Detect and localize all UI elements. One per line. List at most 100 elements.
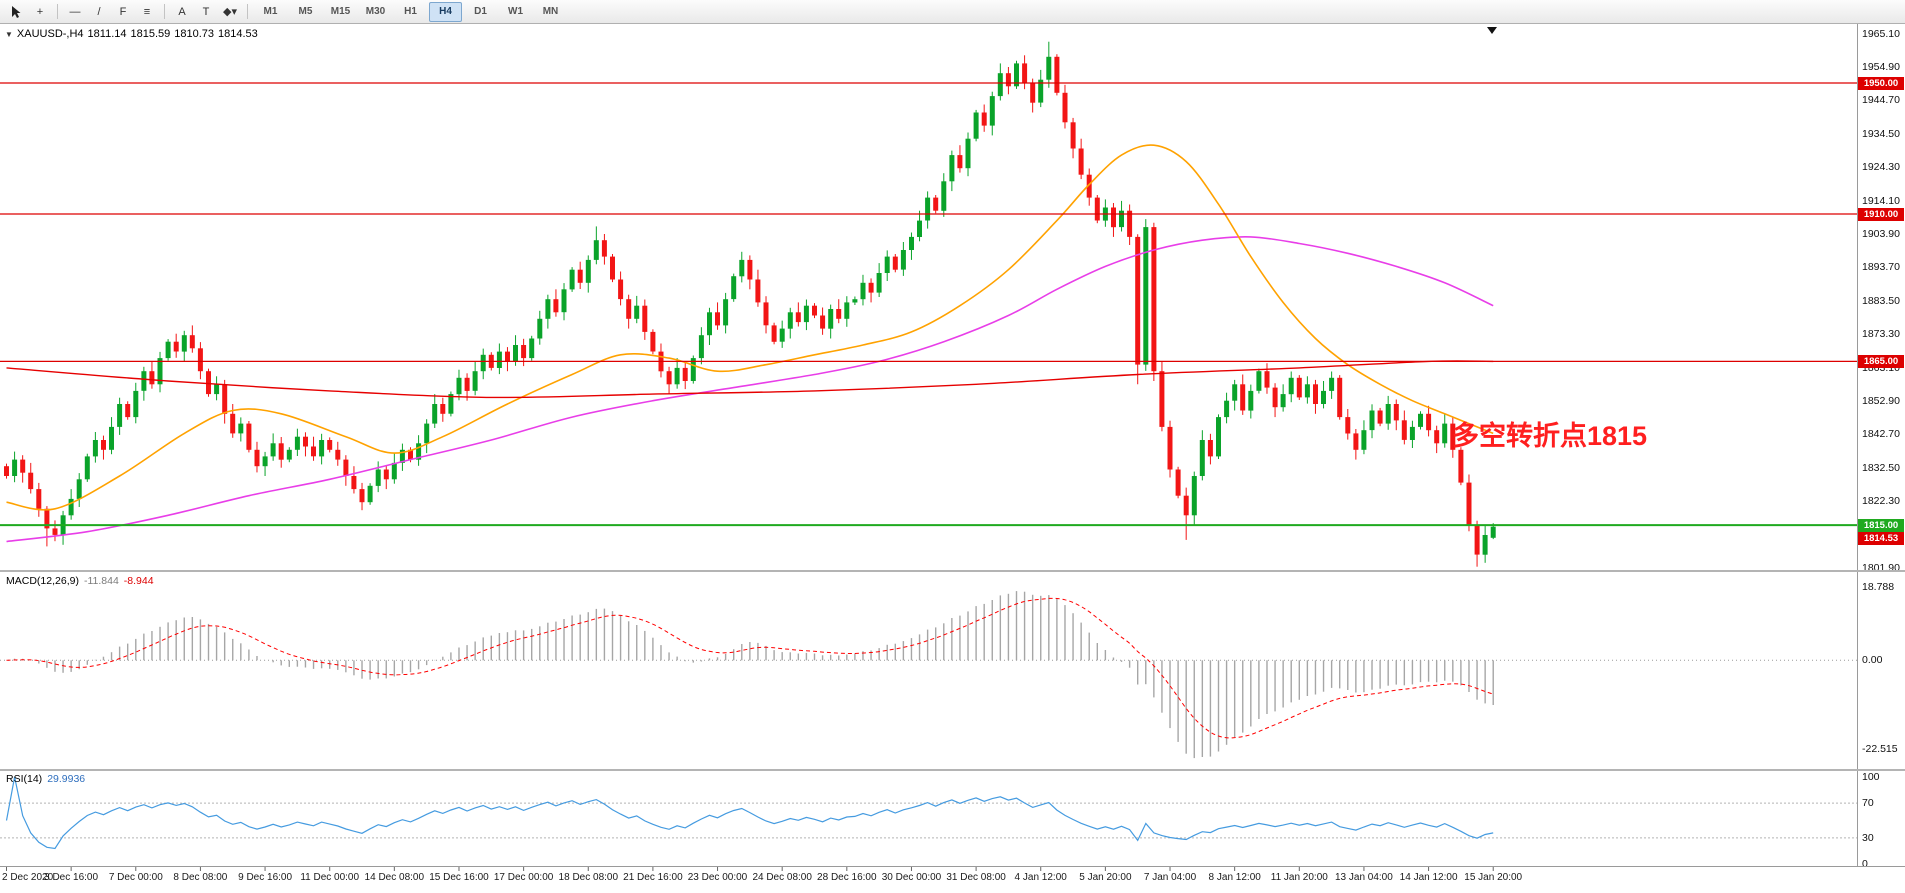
label-tool-button[interactable]: T — [194, 1, 218, 22]
timeframe-buttons-group: M1 M5 M15 M30 H1 H4 D1 W1 MN — [253, 1, 568, 22]
time-axis-label: 14 Jan 12:00 — [1399, 872, 1458, 883]
time-axis-label: 9 Dec 16:00 — [238, 872, 293, 883]
label-icon: T — [202, 5, 210, 18]
crosshair-icon: + — [36, 5, 44, 18]
macd-axis-label: 0.00 — [1862, 654, 1883, 667]
time-axis-label: 21 Dec 16:00 — [623, 872, 683, 883]
shapes-icon: ◆▾ — [223, 6, 237, 18]
ma-mid-line — [6, 236, 1494, 543]
price-axis-label: 1954.90 — [1862, 61, 1900, 73]
chart-annotation-text[interactable]: 多空转折点1815 — [1452, 421, 1648, 451]
timeframe-m5-button[interactable]: M5 — [298, 6, 313, 17]
time-axis-label: 13 Jan 04:00 — [1334, 872, 1393, 883]
time-axis-label: 11 Jan 20:00 — [1270, 872, 1328, 883]
price-axis-label: 1801.90 — [1862, 562, 1900, 574]
ohlc-low: 1810.73 — [174, 28, 215, 40]
price-axis-label: 1822.30 — [1862, 495, 1900, 508]
time-axis-divider — [0, 866, 1905, 867]
price-axis-label: 1883.50 — [1862, 294, 1900, 307]
price-axis-label: 1842.70 — [1862, 428, 1900, 441]
price-tag-1815: 1815.00 — [1858, 518, 1904, 532]
rsi-axis-label: 0 — [1862, 858, 1868, 870]
timeframe-w1-button[interactable]: W1 — [508, 6, 523, 17]
price-axis-label: 1944.70 — [1862, 94, 1900, 107]
rsi-axis-label: 100 — [1862, 771, 1880, 783]
text-tool-button[interactable]: A — [170, 1, 194, 22]
time-axis-label: 23 Dec 00:00 — [687, 872, 748, 883]
time-axis-label: 18 Dec 08:00 — [558, 872, 619, 883]
price-axis-label: 1832.50 — [1862, 461, 1900, 474]
ohlc-open: 1811.14 — [87, 28, 127, 40]
time-axis-label: 3 Dec 16:00 — [44, 872, 99, 883]
price-axis-label: 1903.90 — [1862, 228, 1900, 240]
collapse-icon[interactable]: ▼ — [5, 30, 13, 39]
symbol-period-label: XAUUSD-,H4 — [16, 28, 84, 40]
fibonacci-tool-button[interactable]: F — [111, 1, 135, 22]
trendline-tool-button[interactable]: / — [87, 1, 111, 22]
crosshair-tool-button[interactable]: + — [28, 1, 52, 22]
pane-separator-rsi[interactable] — [0, 769, 1905, 771]
horizontal-line-icon: — — [69, 5, 81, 18]
rsi-indicator-label: RSI(14) 29.9936 — [6, 773, 85, 785]
time-axis-label: 2 Dec 2020 — [2, 872, 54, 883]
price-axis-label: 1965.10 — [1862, 27, 1900, 40]
timeframe-h4-button[interactable]: H4 — [429, 1, 462, 22]
time-axis-label: 15 Jan 20:00 — [1464, 872, 1523, 883]
symbol-info: ▼ XAUUSD-,H4 1811.14 1815.59 1810.73 1814.53 — [5, 28, 262, 40]
time-axis-label: 7 Jan 04:00 — [1143, 872, 1197, 883]
price-axis-label: 1852.90 — [1862, 395, 1900, 407]
scroll-shift-marker[interactable] — [1487, 27, 1497, 34]
rsi-axis-label: 70 — [1862, 797, 1874, 810]
price-tag-1910: 1910.00 — [1858, 207, 1904, 221]
ohlc-close: 1814.53 — [218, 28, 258, 40]
timeframe-m15-button[interactable]: M15 — [330, 6, 351, 17]
price-axis-label: 1893.70 — [1862, 261, 1900, 274]
time-axis-label: 14 Dec 08:00 — [364, 872, 425, 883]
rsi-axis-label: 30 — [1862, 831, 1874, 844]
price-axis-label: 1873.30 — [1862, 328, 1900, 341]
current-price-tag: 1814.53 — [1858, 532, 1904, 546]
macd-axis-label: -22.515 — [1862, 742, 1898, 755]
timeframe-mn-button[interactable]: MN — [542, 6, 559, 17]
cursor-tool-button[interactable] — [4, 1, 28, 22]
time-axis-label: 17 Dec 00:00 — [493, 872, 554, 883]
rsi-value: 29.9936 — [47, 773, 86, 785]
time-axis-label: 24 Dec 08:00 — [752, 872, 812, 883]
toolbar-separator — [164, 4, 165, 19]
rsi-name: RSI(14) — [6, 773, 43, 785]
fibo-grid-tool-button[interactable]: ≡ — [135, 1, 159, 22]
time-axis-label: 30 Dec 00:00 — [881, 872, 942, 883]
timeframe-m1-button[interactable]: M1 — [263, 6, 278, 17]
shapes-tool-button[interactable]: ◆▾ — [218, 1, 242, 22]
time-axis-label: 5 Jan 20:00 — [1079, 872, 1132, 883]
time-axis-label: 31 Dec 08:00 — [946, 872, 1006, 883]
timeframe-m30-button[interactable]: M30 — [365, 6, 386, 17]
time-axis-label: 28 Dec 16:00 — [817, 872, 877, 883]
timeframe-h1-button[interactable]: H1 — [404, 6, 417, 17]
horizontal-line-tool-button[interactable]: — — [63, 1, 87, 22]
macd-signal-value: -8.944 — [123, 575, 154, 587]
macd-signal-line — [6, 597, 1494, 739]
macd-main-value: -11.844 — [83, 575, 119, 587]
candlesticks — [4, 41, 1496, 567]
time-axis-label: 8 Dec 08:00 — [173, 872, 228, 883]
rsi-line — [5, 776, 1494, 850]
price-axis-label: 1934.50 — [1862, 127, 1900, 140]
ohlc-high: 1815.59 — [130, 28, 171, 40]
pane-separator-macd[interactable] — [0, 570, 1905, 572]
ma-fast-line — [6, 144, 1494, 511]
macd-histogram — [13, 591, 1494, 759]
toolbar: + — / F ≡ A T ◆▾ M1 M5 M15 M30 H1 H4 D1 W1 MN — [0, 0, 1905, 24]
fibo-grid-icon: ≡ — [143, 5, 151, 18]
timeframe-d1-button[interactable]: D1 — [474, 6, 487, 17]
time-axis-label: 7 Dec 00:00 — [108, 872, 163, 883]
ma-slow-line — [6, 360, 1494, 399]
fibonacci-icon: F — [119, 5, 127, 18]
time-axis-label: 11 Dec 00:00 — [300, 872, 360, 883]
toolbar-separator — [247, 4, 248, 19]
time-axis-label: 8 Jan 12:00 — [1208, 872, 1261, 883]
toolbar-separator — [57, 4, 58, 19]
trendline-icon: / — [97, 5, 101, 18]
macd-name: MACD(12,26,9) — [6, 575, 79, 587]
